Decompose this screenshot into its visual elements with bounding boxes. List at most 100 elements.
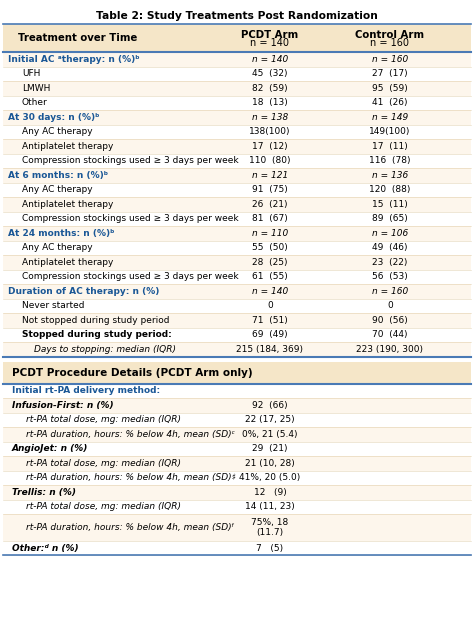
Bar	[3, 226, 471, 240]
Text: Table 2: Study Treatments Post Randomization: Table 2: Study Treatments Post Randomiza…	[96, 11, 378, 21]
Text: 71  (51): 71 (51)	[252, 316, 288, 325]
Bar	[3, 212, 471, 226]
Text: Infusion-First: n (%): Infusion-First: n (%)	[12, 401, 114, 410]
Text: rt-PA total dose, mg: median (IQR): rt-PA total dose, mg: median (IQR)	[26, 503, 181, 512]
Text: Any AC therapy: Any AC therapy	[22, 128, 92, 137]
Text: 149(100): 149(100)	[369, 128, 410, 137]
Text: 223 (190, 300): 223 (190, 300)	[356, 345, 423, 354]
Bar	[3, 456, 471, 470]
Text: 95  (59): 95 (59)	[372, 84, 408, 93]
Bar	[3, 139, 471, 153]
Text: 29  (21): 29 (21)	[252, 444, 288, 453]
Text: rt-PA duration, hours: % below 4h, mean (SD)ᶠ: rt-PA duration, hours: % below 4h, mean …	[26, 523, 234, 532]
Text: 21 (10, 28): 21 (10, 28)	[245, 459, 295, 468]
Text: 81  (67): 81 (67)	[252, 214, 288, 223]
Bar	[3, 153, 471, 168]
Bar	[3, 52, 471, 67]
Text: 91  (75): 91 (75)	[252, 185, 288, 194]
Bar	[3, 168, 471, 183]
Bar	[3, 383, 471, 398]
Text: n = 149: n = 149	[372, 113, 408, 122]
Text: 15  (11): 15 (11)	[372, 200, 408, 209]
Text: 138(100): 138(100)	[249, 128, 291, 137]
Text: Compression stockings used ≥ 3 days per week: Compression stockings used ≥ 3 days per …	[22, 272, 238, 281]
Bar	[3, 299, 471, 313]
Text: Never started: Never started	[22, 301, 84, 310]
Bar	[3, 313, 471, 328]
Bar	[3, 328, 471, 342]
Bar	[3, 240, 471, 255]
Text: n = 160: n = 160	[372, 287, 408, 296]
Text: rt-PA duration, hours: % below 4h, mean (SD)ᶜ: rt-PA duration, hours: % below 4h, mean …	[26, 429, 235, 438]
Text: Days to stopping: median (IQR): Days to stopping: median (IQR)	[34, 345, 176, 354]
Bar	[3, 362, 471, 383]
Text: n = 136: n = 136	[372, 171, 408, 179]
Text: Antiplatelet therapy: Antiplatelet therapy	[22, 258, 113, 267]
Text: 17  (12): 17 (12)	[252, 142, 288, 151]
Text: 0: 0	[267, 301, 273, 310]
Text: LMWH: LMWH	[22, 84, 50, 93]
Text: n = 121: n = 121	[252, 171, 288, 179]
Text: 0%, 21 (5.4): 0%, 21 (5.4)	[242, 429, 298, 438]
Text: n = 140: n = 140	[250, 38, 290, 48]
Text: AngioJet: n (%): AngioJet: n (%)	[12, 444, 88, 453]
Text: Compression stockings used ≥ 3 days per week: Compression stockings used ≥ 3 days per …	[22, 214, 238, 223]
Text: Treatment over Time: Treatment over Time	[18, 33, 137, 43]
Bar	[3, 413, 471, 427]
Bar	[3, 81, 471, 96]
Text: 61  (55): 61 (55)	[252, 272, 288, 281]
Bar	[3, 541, 471, 555]
Text: Stopped during study period:: Stopped during study period:	[22, 330, 172, 339]
Text: Other: Other	[22, 98, 48, 107]
Text: 82  (59): 82 (59)	[252, 84, 288, 93]
Text: Control Arm: Control Arm	[356, 30, 425, 40]
Text: 116  (78): 116 (78)	[369, 156, 411, 165]
Text: Not stopped during study period: Not stopped during study period	[22, 316, 170, 325]
Bar	[3, 284, 471, 299]
Text: 28  (25): 28 (25)	[252, 258, 288, 267]
Bar	[3, 124, 471, 139]
Text: 26  (21): 26 (21)	[252, 200, 288, 209]
Text: Other:ᵈ n (%): Other:ᵈ n (%)	[12, 544, 79, 553]
Text: 215 (184, 369): 215 (184, 369)	[237, 345, 303, 354]
Bar	[3, 499, 471, 514]
Text: Compression stockings used ≥ 3 days per week: Compression stockings used ≥ 3 days per …	[22, 156, 238, 165]
Text: 7   (5): 7 (5)	[256, 544, 283, 553]
Text: Initial rt-PA delivery method:: Initial rt-PA delivery method:	[12, 387, 160, 395]
Text: 90  (56): 90 (56)	[372, 316, 408, 325]
Text: 56  (53): 56 (53)	[372, 272, 408, 281]
Text: rt-PA duration, hours: % below 4h, mean (SD)♯: rt-PA duration, hours: % below 4h, mean …	[26, 473, 236, 482]
Bar	[3, 67, 471, 81]
Bar	[3, 24, 471, 52]
Text: 23  (22): 23 (22)	[372, 258, 408, 267]
Text: n = 160: n = 160	[371, 38, 410, 48]
Text: At 6 months: n (%)ᵇ: At 6 months: n (%)ᵇ	[8, 171, 108, 179]
Text: n = 106: n = 106	[372, 229, 408, 238]
Text: Antiplatelet therapy: Antiplatelet therapy	[22, 200, 113, 209]
Text: Trellis: n (%): Trellis: n (%)	[12, 488, 76, 497]
Text: 41  (26): 41 (26)	[372, 98, 408, 107]
Text: 27  (17): 27 (17)	[372, 69, 408, 78]
Bar	[3, 514, 471, 541]
Text: Initial AC ᵃtherapy: n (%)ᵇ: Initial AC ᵃtherapy: n (%)ᵇ	[8, 54, 140, 63]
Text: n = 160: n = 160	[372, 54, 408, 63]
Bar	[3, 342, 471, 356]
Text: n = 140: n = 140	[252, 54, 288, 63]
Bar	[3, 269, 471, 284]
Text: Any AC therapy: Any AC therapy	[22, 185, 92, 194]
Bar	[3, 183, 471, 197]
Text: 14 (11, 23): 14 (11, 23)	[245, 503, 295, 512]
Bar	[3, 485, 471, 499]
Text: n = 110: n = 110	[252, 229, 288, 238]
Text: Antiplatelet therapy: Antiplatelet therapy	[22, 142, 113, 151]
Text: PCDT Arm: PCDT Arm	[241, 30, 299, 40]
Text: 120  (88): 120 (88)	[369, 185, 410, 194]
Text: 45  (32): 45 (32)	[252, 69, 288, 78]
Text: 89  (65): 89 (65)	[372, 214, 408, 223]
Text: 17  (11): 17 (11)	[372, 142, 408, 151]
Bar	[3, 442, 471, 456]
Text: UFH: UFH	[22, 69, 40, 78]
Text: PCDT Procedure Details (PCDT Arm only): PCDT Procedure Details (PCDT Arm only)	[12, 367, 253, 378]
Text: rt-PA total dose, mg: median (IQR): rt-PA total dose, mg: median (IQR)	[26, 459, 181, 468]
Text: 92  (66): 92 (66)	[252, 401, 288, 410]
